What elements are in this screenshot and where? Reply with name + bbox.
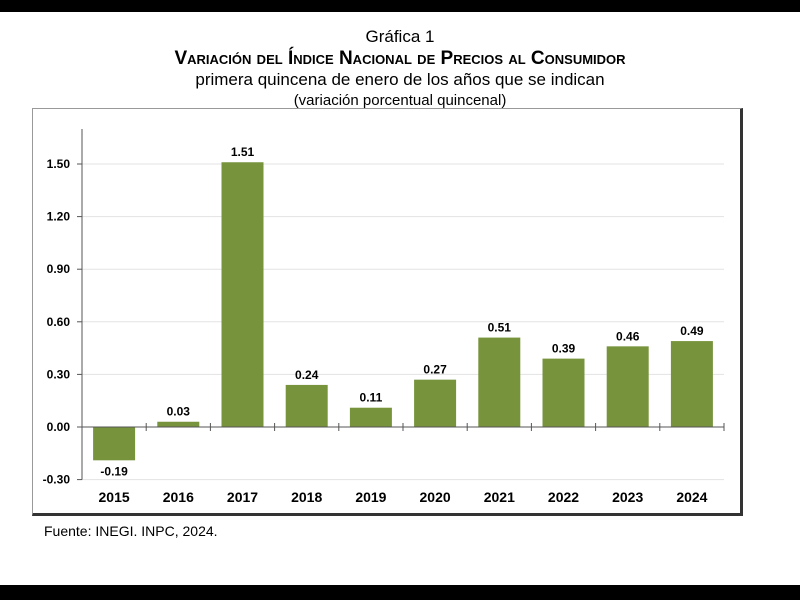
x-tick-label: 2016 xyxy=(163,489,194,505)
bar-2024 xyxy=(670,341,713,427)
x-tick-label: 2022 xyxy=(548,489,579,505)
x-tick-label: 2019 xyxy=(355,489,386,505)
data-label: 0.24 xyxy=(295,368,319,382)
source-year: , 2024. xyxy=(174,523,218,539)
y-tick-label: 0.30 xyxy=(47,367,71,381)
bar-2015 xyxy=(93,427,136,461)
chart-title: Gráfica 1 xyxy=(365,27,435,46)
y-tick-label: 1.20 xyxy=(47,210,71,224)
bar-2023 xyxy=(606,346,649,427)
source-note: Fuente: INEGI. INPC, 2024. xyxy=(44,523,218,539)
data-label: -0.19 xyxy=(100,464,128,478)
y-tick-label: 0.00 xyxy=(47,420,71,434)
source-org: INEGI. INPC xyxy=(95,523,175,539)
y-tick-label: 0.90 xyxy=(47,262,71,276)
source-label: Fuente: xyxy=(44,523,92,539)
y-tick-label: -0.30 xyxy=(43,473,71,487)
bottom-black-band xyxy=(0,585,800,600)
data-label: 0.27 xyxy=(423,363,447,377)
data-label: 0.03 xyxy=(167,405,191,419)
bar-2017 xyxy=(221,162,264,427)
data-label: 0.46 xyxy=(616,329,640,343)
x-tick-label: 2015 xyxy=(99,489,130,505)
data-label: 0.11 xyxy=(360,391,383,405)
chart-subtitle-period: primera quincena de enero de los años qu… xyxy=(195,70,605,89)
data-label: 1.51 xyxy=(231,145,255,159)
chart-subtitle: Variación del Índice Nacional de Precios… xyxy=(174,48,626,69)
top-black-band xyxy=(0,0,800,12)
x-tick-label: 2021 xyxy=(484,489,515,505)
bar-2018 xyxy=(285,384,328,427)
bar-2019 xyxy=(349,407,392,427)
bar-2016 xyxy=(157,421,200,427)
x-tick-label: 2023 xyxy=(612,489,643,505)
x-tick-label: 2024 xyxy=(676,489,707,505)
y-tick-label: 1.50 xyxy=(47,157,71,171)
bar-2020 xyxy=(414,379,457,427)
bar-2021 xyxy=(478,337,521,427)
data-label: 0.49 xyxy=(680,324,704,338)
x-tick-label: 2020 xyxy=(420,489,451,505)
chart-units: (variación porcentual quincenal) xyxy=(293,92,507,109)
y-tick-label: 0.60 xyxy=(47,315,71,329)
chart-frame xyxy=(32,108,743,516)
x-tick-label: 2018 xyxy=(291,489,322,505)
x-tick-label: 2017 xyxy=(227,489,258,505)
data-label: 0.39 xyxy=(552,342,576,356)
bar-2022 xyxy=(542,358,585,427)
data-label: 0.51 xyxy=(488,321,512,335)
